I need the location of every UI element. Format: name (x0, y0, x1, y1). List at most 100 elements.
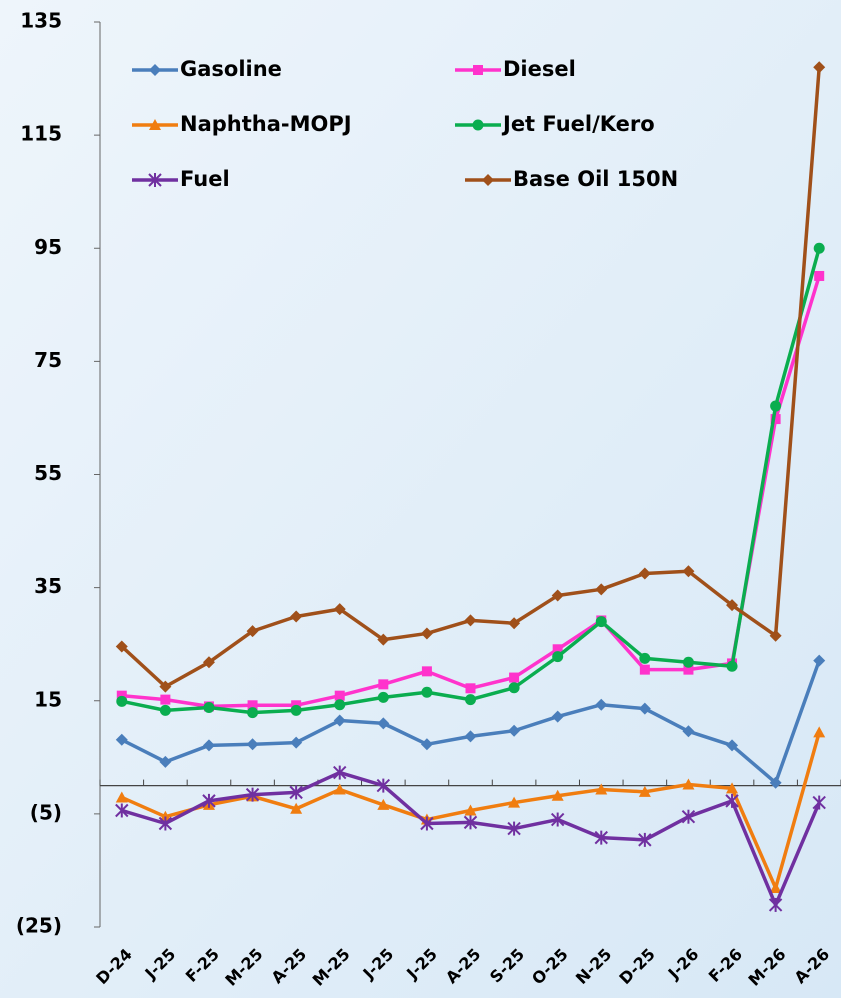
marker (770, 400, 782, 412)
marker (770, 414, 781, 425)
marker (290, 802, 303, 814)
marker (550, 812, 565, 827)
marker (377, 798, 390, 810)
marker (682, 656, 694, 668)
marker (463, 815, 478, 830)
marker (465, 683, 476, 694)
marker (115, 640, 128, 653)
marker (377, 633, 390, 646)
marker (420, 627, 433, 640)
legend-label: Naphtha-MOPJ (180, 112, 352, 136)
marker (725, 793, 739, 808)
marker (247, 707, 259, 719)
marker (333, 783, 346, 795)
marker (638, 567, 651, 580)
marker (289, 785, 303, 800)
marker (202, 656, 215, 669)
legend-label: Jet Fuel/Kero (501, 112, 655, 136)
marker (421, 686, 433, 698)
marker (203, 702, 215, 714)
marker (333, 714, 346, 727)
marker (508, 796, 521, 808)
marker (149, 64, 161, 76)
marker (421, 666, 432, 677)
marker (552, 644, 563, 655)
marker (148, 173, 162, 187)
marker (507, 821, 521, 836)
marker (420, 738, 433, 751)
marker (768, 897, 783, 912)
marker (595, 583, 608, 596)
marker (594, 830, 608, 845)
y-tick-label: (25) (16, 914, 62, 938)
y-tick-label: 75 (34, 348, 62, 372)
marker (246, 625, 259, 638)
marker (334, 699, 346, 711)
marker (681, 809, 696, 824)
marker (595, 616, 607, 628)
marker (159, 755, 172, 768)
marker (726, 660, 738, 672)
marker (378, 679, 389, 690)
marker (464, 730, 477, 743)
legend-label: Diesel (503, 57, 576, 81)
marker (290, 704, 302, 716)
marker (473, 65, 483, 75)
marker (149, 119, 161, 130)
marker (464, 614, 477, 627)
marker (202, 739, 215, 752)
marker (464, 804, 477, 816)
y-tick-label: (5) (30, 800, 62, 824)
legend-label: Fuel (180, 167, 230, 191)
marker (509, 672, 520, 683)
marker (638, 832, 652, 847)
marker (115, 791, 128, 803)
marker (508, 617, 521, 630)
marker (769, 629, 782, 642)
marker (551, 789, 564, 801)
marker (247, 700, 258, 711)
marker (638, 785, 651, 797)
marker (813, 61, 826, 74)
marker (552, 651, 564, 663)
marker (376, 778, 391, 793)
marker (116, 695, 128, 707)
marker (813, 242, 825, 254)
y-tick-label: 135 (20, 9, 62, 33)
marker (508, 724, 521, 737)
marker (551, 589, 564, 602)
marker (682, 778, 695, 790)
marker (290, 610, 303, 623)
marker (333, 603, 346, 616)
marker (333, 765, 347, 780)
marker (377, 691, 389, 703)
legend-label: Base Oil 150N (513, 167, 678, 191)
marker (290, 736, 303, 749)
marker (508, 682, 520, 694)
marker (115, 733, 128, 746)
marker (726, 739, 739, 752)
legend-label: Gasoline (180, 57, 282, 81)
marker (465, 694, 476, 706)
marker (814, 270, 825, 281)
marker (334, 690, 345, 701)
marker (160, 694, 171, 705)
y-tick-label: 55 (34, 461, 62, 485)
marker (682, 565, 695, 578)
marker (639, 664, 650, 675)
marker (116, 690, 127, 701)
marker (813, 654, 826, 667)
marker (726, 599, 739, 612)
marker (377, 717, 390, 730)
marker (159, 704, 171, 716)
marker (639, 652, 651, 664)
marker (769, 881, 782, 893)
marker (159, 810, 172, 822)
marker (246, 738, 259, 751)
marker (202, 793, 216, 808)
y-tick-label: 35 (34, 574, 62, 598)
marker (159, 680, 172, 693)
marker (245, 787, 260, 802)
